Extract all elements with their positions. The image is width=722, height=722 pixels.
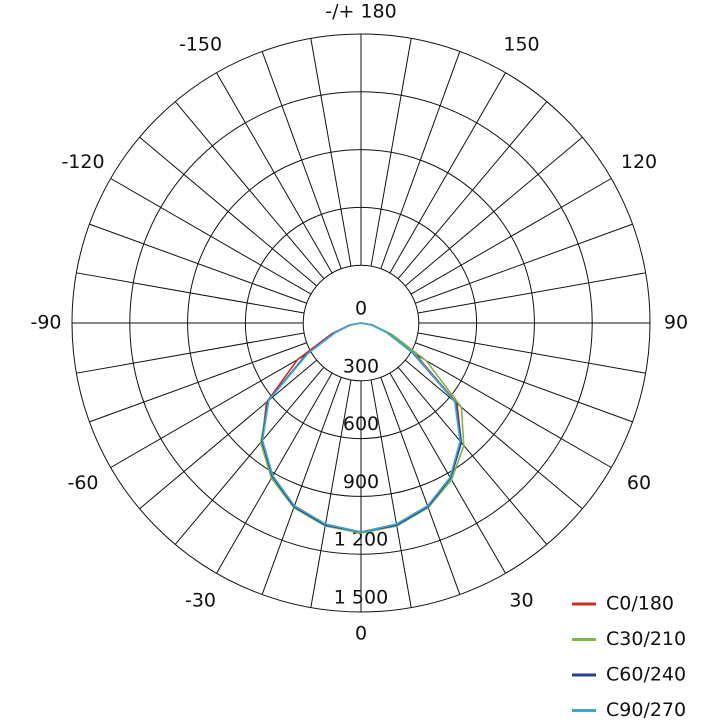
legend-label: C90/270	[606, 699, 686, 721]
grid-ring	[302, 264, 420, 382]
angle-tick-label: 150	[503, 34, 539, 56]
angle-tick-label: 90	[664, 312, 688, 334]
angle-tick-label: 120	[621, 151, 657, 173]
r-tick-label: 300	[343, 355, 379, 377]
angle-tick-label: -120	[61, 151, 104, 173]
series-line	[261, 322, 461, 533]
r-tick-label: 600	[343, 413, 379, 435]
r-tick-label: 1 500	[334, 587, 388, 609]
grid-ring	[244, 206, 478, 440]
r-tick-label: 1 200	[334, 529, 388, 551]
angle-tick-label: -/+ 180	[325, 1, 396, 23]
r-tick-label: 0	[355, 298, 367, 320]
angle-tick-label: -90	[30, 312, 61, 334]
legend-label: C30/210	[606, 628, 686, 650]
grid-ring	[71, 33, 651, 613]
legend-label: C0/180	[606, 593, 674, 615]
angle-tick-label: -30	[185, 589, 216, 611]
angle-tick-label: -150	[179, 34, 222, 56]
grid-ring	[129, 91, 593, 555]
angle-tick-label: -60	[67, 472, 98, 494]
angle-tick-label: 0	[355, 623, 367, 645]
angle-tick-label: 60	[627, 472, 651, 494]
angle-tick-label: 30	[509, 589, 533, 611]
legend-label: C60/240	[606, 664, 686, 686]
r-tick-label: 900	[343, 471, 379, 493]
grid-ring	[187, 149, 535, 497]
